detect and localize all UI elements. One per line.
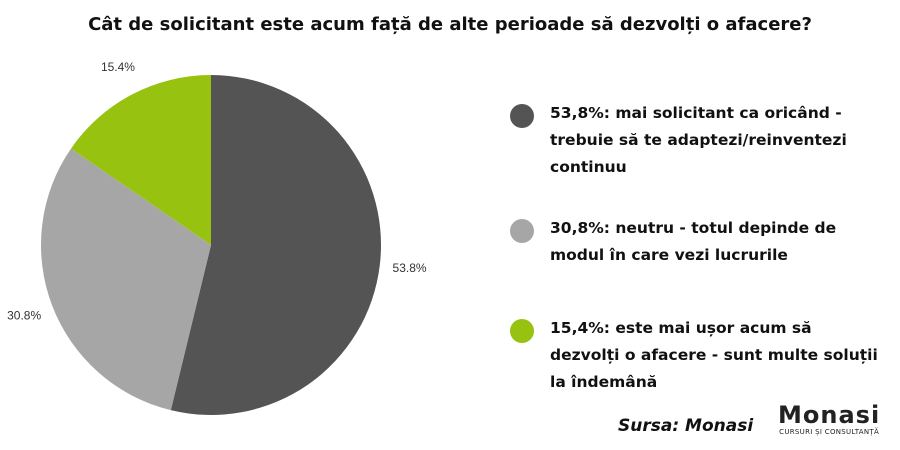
legend-marker: [510, 219, 534, 243]
legend-label: 53,8%: mai solicitant ca oricând - trebu…: [550, 104, 847, 176]
source: Sursa: Monasi: [618, 416, 754, 436]
legend-label: 30,8%: neutru - totul depinde de modul î…: [550, 219, 837, 264]
logo: Monasi CURSURI ȘI CONSULTANȚĂ: [778, 402, 880, 436]
value-label: 15.4%: [101, 60, 135, 74]
value-label: 53.8%: [393, 261, 427, 275]
legend-marker: [510, 319, 534, 343]
pie-slice: [170, 75, 381, 416]
legend-marker: [510, 104, 534, 128]
legend-label: 15,4%: este mai ușor acum să dezvolți o …: [550, 319, 878, 391]
logo-tagline: CURSURI ȘI CONSULTANȚĂ: [779, 428, 880, 436]
pie-slice: [41, 148, 211, 411]
pie-slice: [70, 75, 212, 245]
value-label: 30.8%: [7, 308, 41, 322]
logo-name: Monasi: [778, 401, 881, 429]
chart-title: Cât de solicitant este acum față de alte…: [88, 14, 812, 35]
